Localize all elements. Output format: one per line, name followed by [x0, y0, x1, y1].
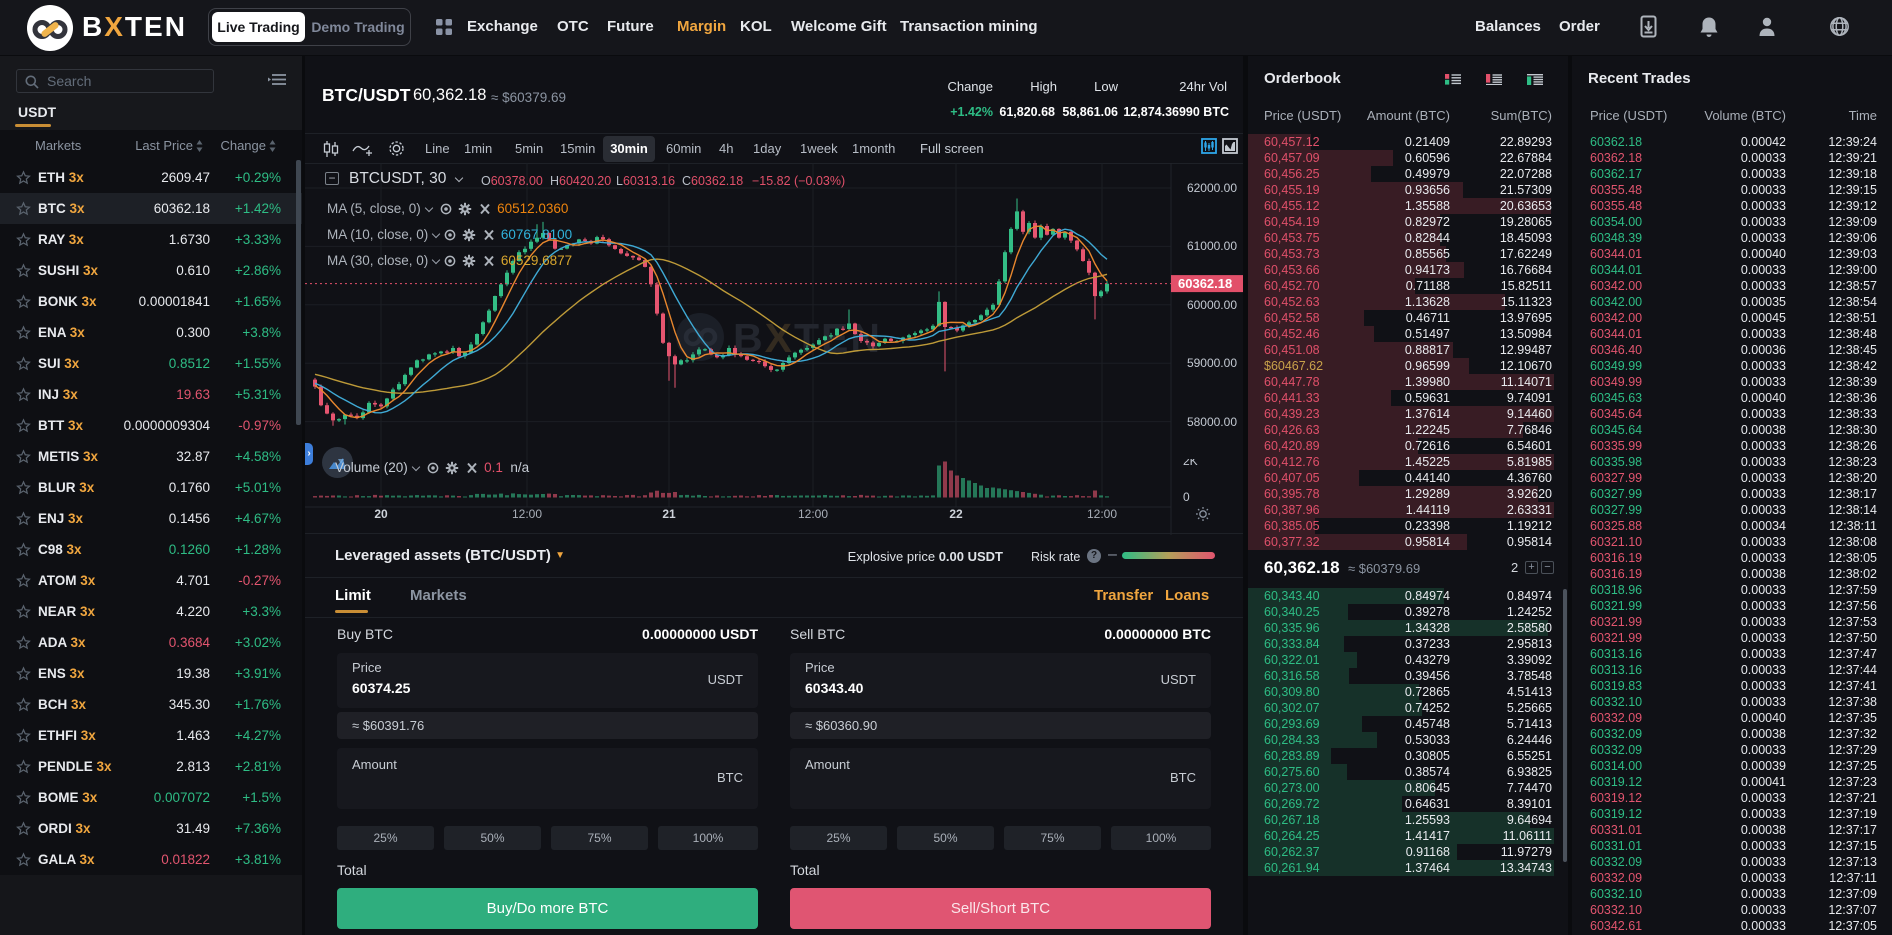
- svg-text:60000.00: 60000.00: [1187, 298, 1237, 312]
- svg-text:59000.00: 59000.00: [1187, 356, 1237, 370]
- svg-text:12:00: 12:00: [512, 507, 542, 521]
- svg-text:58000.00: 58000.00: [1187, 415, 1237, 429]
- svg-text:60362.18: 60362.18: [1178, 276, 1232, 291]
- svg-text:12:00: 12:00: [1087, 507, 1117, 521]
- svg-text:0: 0: [1183, 490, 1190, 504]
- svg-text:22: 22: [949, 507, 963, 521]
- svg-text:BXTEN: BXTEN: [733, 315, 882, 361]
- svg-text:12:00: 12:00: [798, 507, 828, 521]
- svg-text:62000.00: 62000.00: [1187, 181, 1237, 195]
- svg-text:2K: 2K: [1183, 454, 1198, 468]
- svg-text:20: 20: [374, 507, 388, 521]
- svg-text:21: 21: [662, 507, 676, 521]
- svg-text:61000.00: 61000.00: [1187, 239, 1237, 253]
